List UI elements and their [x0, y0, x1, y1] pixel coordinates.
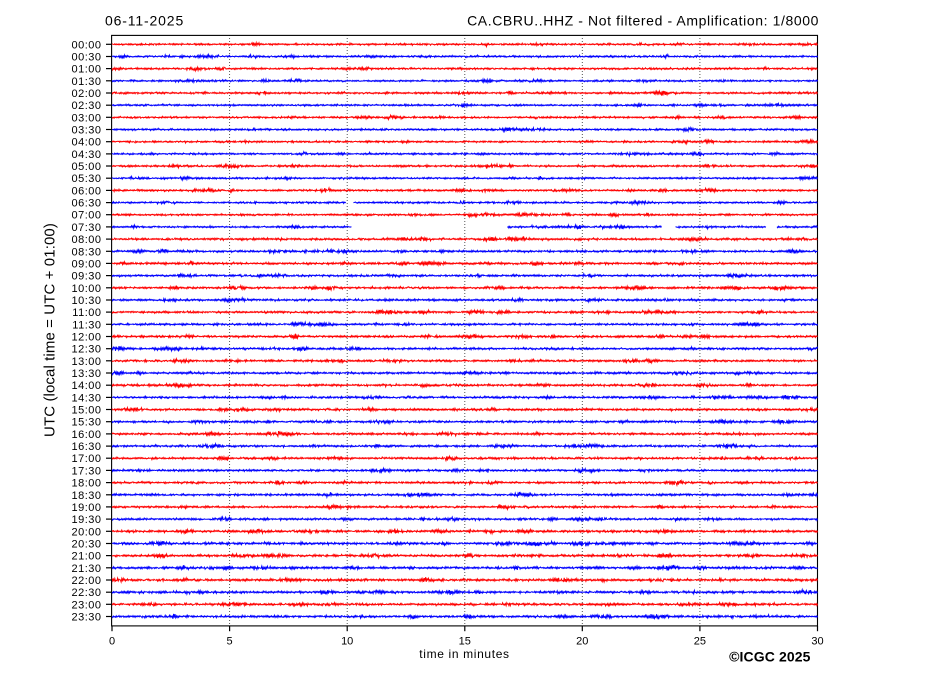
- svg-text:10:30: 10:30: [71, 295, 101, 307]
- svg-text:10:00: 10:00: [71, 283, 101, 295]
- svg-text:22:30: 22:30: [71, 587, 101, 599]
- svg-text:time in minutes: time in minutes: [419, 647, 509, 661]
- svg-text:23:00: 23:00: [71, 599, 101, 611]
- svg-text:14:00: 14:00: [71, 380, 101, 392]
- svg-text:04:30: 04:30: [71, 149, 101, 161]
- svg-text:06:00: 06:00: [71, 185, 101, 197]
- svg-text:06-11-2025: 06-11-2025: [105, 13, 184, 29]
- svg-text:15: 15: [459, 635, 471, 647]
- svg-text:06:30: 06:30: [71, 198, 101, 210]
- svg-text:18:30: 18:30: [71, 490, 101, 502]
- svg-text:12:00: 12:00: [71, 332, 101, 344]
- svg-text:19:30: 19:30: [71, 514, 101, 526]
- svg-text:15:00: 15:00: [71, 405, 101, 417]
- svg-text:20:00: 20:00: [71, 526, 101, 538]
- svg-text:00:30: 00:30: [71, 52, 101, 64]
- svg-text:23:30: 23:30: [71, 612, 101, 624]
- svg-text:0: 0: [109, 635, 115, 647]
- svg-text:03:30: 03:30: [71, 125, 101, 137]
- svg-text:13:00: 13:00: [71, 356, 101, 368]
- svg-text:00:00: 00:00: [71, 39, 101, 51]
- svg-text:10: 10: [341, 635, 353, 647]
- svg-text:CA.CBRU..HHZ - Not filtered -: CA.CBRU..HHZ - Not filtered - Amplificat…: [467, 13, 819, 29]
- svg-text:03:00: 03:00: [71, 112, 101, 124]
- svg-text:12:30: 12:30: [71, 344, 101, 356]
- svg-text:11:00: 11:00: [72, 307, 101, 319]
- svg-text:UTC (local time = UTC + 01:00): UTC (local time = UTC + 01:00): [42, 223, 59, 437]
- svg-text:20: 20: [576, 635, 588, 647]
- svg-text:13:30: 13:30: [71, 368, 101, 380]
- svg-text:16:30: 16:30: [71, 441, 101, 453]
- svg-text:14:30: 14:30: [71, 392, 101, 404]
- svg-text:08:00: 08:00: [71, 234, 101, 246]
- svg-text:02:30: 02:30: [71, 100, 101, 112]
- svg-text:05:30: 05:30: [71, 173, 101, 185]
- svg-text:08:30: 08:30: [71, 246, 101, 258]
- svg-text:11:30: 11:30: [72, 319, 101, 331]
- svg-text:01:00: 01:00: [71, 64, 101, 76]
- svg-text:07:30: 07:30: [71, 222, 101, 234]
- svg-text:07:00: 07:00: [71, 210, 101, 222]
- svg-text:09:00: 09:00: [71, 258, 101, 270]
- svg-text:02:00: 02:00: [71, 88, 101, 100]
- svg-text:15:30: 15:30: [71, 417, 101, 429]
- svg-text:01:30: 01:30: [71, 76, 101, 88]
- svg-text:05:00: 05:00: [71, 161, 101, 173]
- svg-text:©ICGC 2025: ©ICGC 2025: [729, 649, 810, 665]
- svg-text:17:30: 17:30: [71, 465, 101, 477]
- svg-text:09:30: 09:30: [71, 271, 101, 283]
- svg-text:30: 30: [811, 635, 823, 647]
- svg-text:16:00: 16:00: [71, 429, 101, 441]
- svg-text:5: 5: [227, 635, 233, 647]
- svg-text:21:30: 21:30: [71, 563, 101, 575]
- svg-text:17:00: 17:00: [71, 453, 101, 465]
- svg-text:25: 25: [694, 635, 706, 647]
- svg-text:21:00: 21:00: [71, 551, 101, 563]
- svg-text:04:00: 04:00: [71, 137, 101, 149]
- svg-text:22:00: 22:00: [71, 575, 101, 587]
- svg-text:18:00: 18:00: [71, 478, 101, 490]
- svg-text:20:30: 20:30: [71, 539, 101, 551]
- svg-text:19:00: 19:00: [71, 502, 101, 514]
